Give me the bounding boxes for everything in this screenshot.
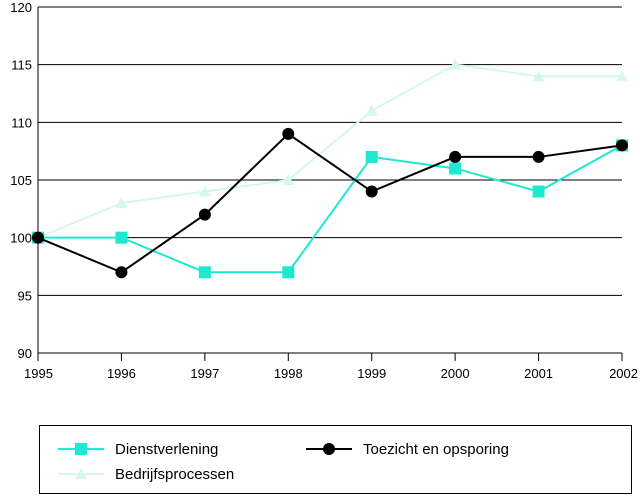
data-point (282, 266, 295, 279)
x-tick-labels: 1995 1996 1997 1998 1999 2000 2001 2002 (24, 366, 638, 381)
legend-marker (323, 443, 335, 455)
y-tick-label: 115 (11, 58, 32, 73)
y-tick-labels: 90 95 100 105 110 115 120 (10, 0, 32, 361)
data-point (532, 70, 545, 82)
series-group (32, 58, 628, 279)
x-tick-label: 2002 (609, 366, 638, 381)
data-point (616, 70, 628, 82)
y-tick-label: 100 (10, 231, 32, 246)
x-tick-label: 1999 (357, 366, 386, 381)
x-tick-label: 1998 (274, 366, 303, 381)
legend-box (39, 425, 632, 494)
legend-item: Dienstverlening (58, 441, 218, 458)
data-point (282, 174, 295, 185)
data-point (365, 150, 378, 163)
data-point (365, 185, 378, 198)
data-point (115, 266, 128, 279)
series-toezicht-en-opsporing (32, 127, 628, 279)
x-tick-label: 1996 (107, 366, 136, 381)
legend-marker (75, 443, 87, 455)
data-point (198, 266, 211, 279)
series-line (38, 144, 623, 274)
data-point (365, 104, 378, 116)
y-tick-label: 95 (18, 288, 32, 303)
data-point (32, 231, 44, 244)
data-point (198, 208, 211, 221)
data-point (532, 185, 545, 198)
gridlines (38, 6, 622, 354)
y-tick-label: 120 (10, 0, 32, 15)
data-point (115, 231, 128, 244)
data-point (449, 58, 462, 70)
series-line (37, 63, 622, 239)
x-tick-label: 1995 (24, 366, 53, 381)
y-tick-label: 90 (18, 346, 32, 361)
data-point (449, 162, 462, 175)
legend: Dienstverlening Toezicht en opsporing Bedr… (39, 425, 632, 494)
legend-label: Dienstverlening (115, 441, 218, 458)
y-tick-label: 105 (10, 173, 32, 188)
data-point (198, 185, 211, 197)
legend-item: Bedrijfsprocessen (58, 466, 234, 483)
data-point (532, 150, 545, 163)
data-point (449, 150, 462, 163)
data-point (115, 197, 128, 209)
x-tick-label: 2000 (441, 366, 470, 381)
axes (37, 7, 623, 361)
y-tick-label: 110 (11, 115, 32, 130)
legend-label: Toezicht en opsporing (363, 441, 509, 458)
x-tick-label: 1997 (190, 366, 219, 381)
data-point (282, 127, 295, 140)
legend-label: Bedrijfsprocessen (115, 466, 234, 483)
data-point (616, 139, 628, 152)
legend-marker (75, 468, 87, 479)
series-line (37, 132, 623, 274)
legend-item: Toezicht en opsporing (306, 441, 509, 458)
x-tick-label: 2001 (524, 366, 553, 381)
